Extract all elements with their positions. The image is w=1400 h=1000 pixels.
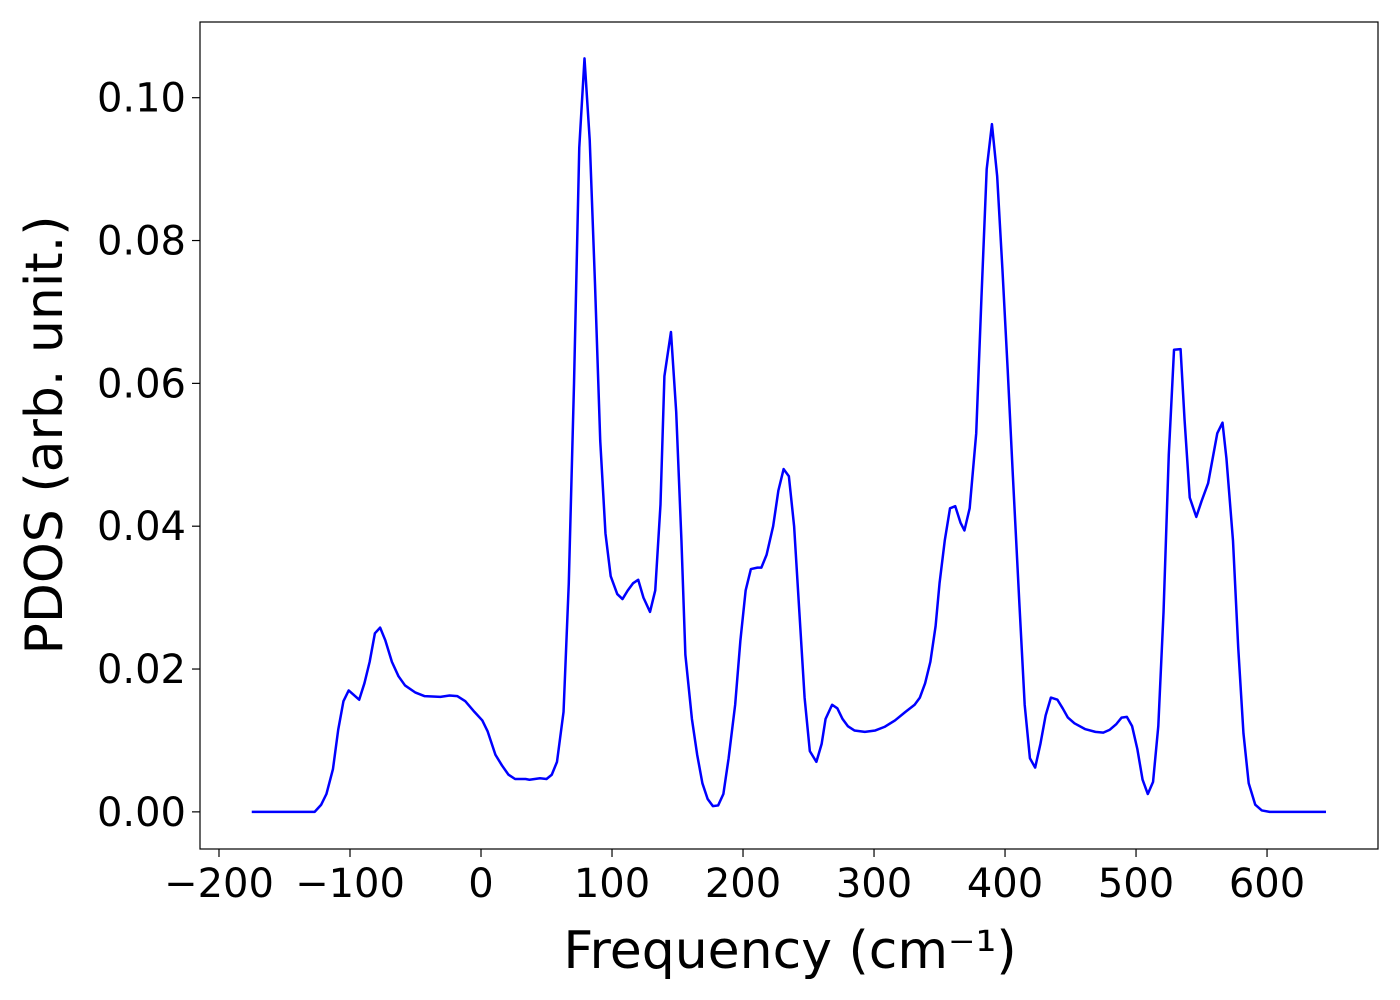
x-tick-label: 300 xyxy=(836,861,912,907)
x-tick-label: −200 xyxy=(164,861,274,907)
y-tick-label: 0.08 xyxy=(97,219,186,265)
plot-frame xyxy=(199,21,1379,850)
x-tick-label: 200 xyxy=(705,861,781,907)
x-tick-label: 400 xyxy=(967,861,1043,907)
y-tick-label: 0.04 xyxy=(97,504,186,550)
pdos-line xyxy=(251,57,1326,814)
y-axis-label: PDOS (arb. unit.) xyxy=(15,215,75,654)
y-tick-label: 0.06 xyxy=(97,361,186,407)
x-axis-label: Frequency (cm⁻¹) xyxy=(563,921,1016,981)
x-tick-label: −100 xyxy=(295,861,405,907)
x-tick-label: 600 xyxy=(1229,861,1305,907)
x-tick-label: 0 xyxy=(468,861,493,907)
x-tick-label: 100 xyxy=(574,861,650,907)
x-tick-label: 500 xyxy=(1098,861,1174,907)
y-tick-label: 0.02 xyxy=(97,647,186,693)
y-tick-label: 0.00 xyxy=(97,790,186,836)
y-tick-label: 0.10 xyxy=(97,76,186,122)
